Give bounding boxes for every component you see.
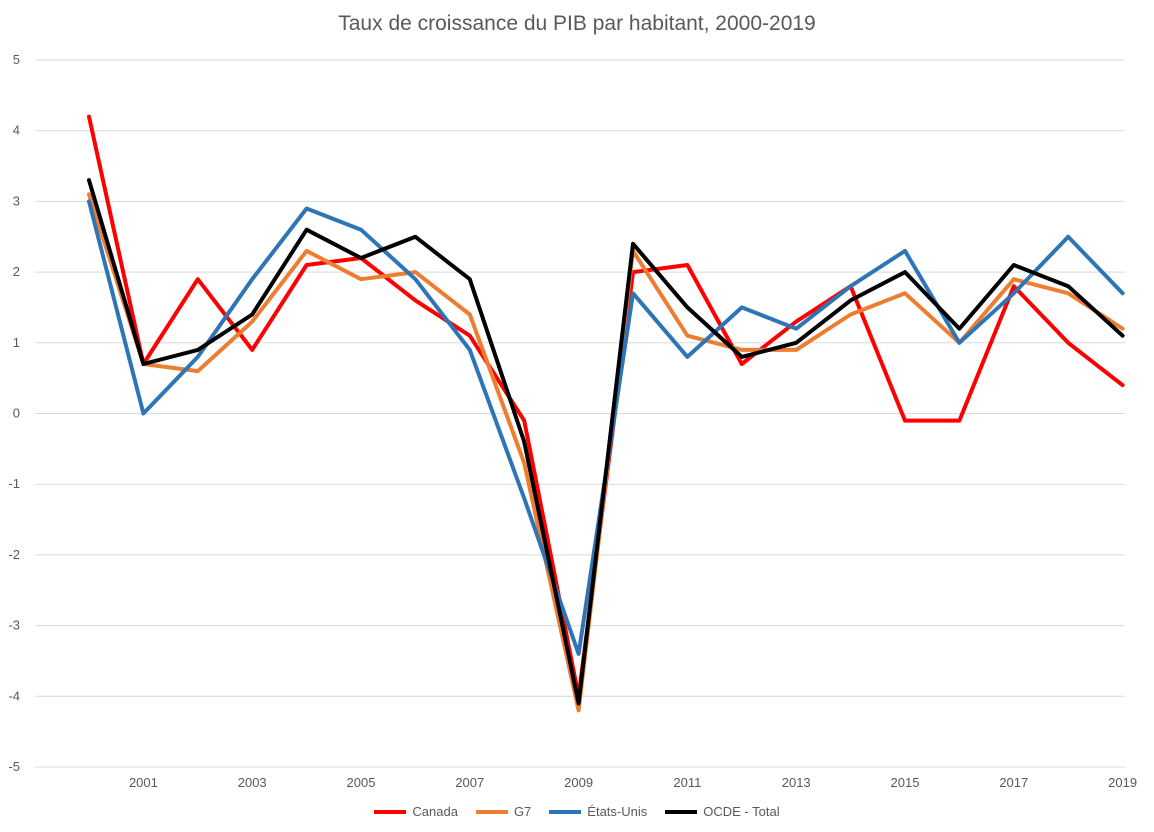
y-tick-label: 0 (13, 406, 20, 421)
y-tick-label: -2 (8, 547, 20, 562)
y-tick-label: -4 (8, 688, 20, 703)
legend-swatch (374, 809, 407, 814)
legend-item: Canada (374, 804, 458, 819)
chart-title: Taux de croissance du PIB par habitant, … (338, 12, 816, 35)
x-tick-label: 2005 (347, 775, 376, 790)
legend-label: G7 (513, 804, 532, 819)
y-tick-label: 1 (13, 335, 20, 350)
legend-label: OCDE - Total (703, 804, 780, 819)
series-line-ocde-total (87, 178, 1125, 706)
y-tick-label: 4 (13, 123, 20, 138)
legend-label: Canada (412, 804, 458, 819)
y-tick-label: -3 (8, 618, 20, 633)
x-tick-label: 2001 (129, 775, 158, 790)
legend-swatch (549, 809, 582, 814)
legend: Canada G7 États-Unis OCDE - Total (0, 804, 1154, 819)
series-line-canada (87, 114, 1125, 699)
legend-item: États-Unis (549, 804, 647, 819)
x-tick-label: 2009 (564, 775, 593, 790)
x-tick-label: 2017 (999, 775, 1028, 790)
legend-swatch (665, 809, 698, 814)
legend-label: États-Unis (587, 804, 648, 819)
y-tick-label: 3 (13, 193, 20, 208)
legend-item: OCDE - Total (665, 804, 780, 819)
y-tick-label: -5 (8, 759, 20, 774)
x-tick-label: 2013 (782, 775, 811, 790)
legend-item: G7 (475, 804, 532, 819)
x-tick-label: 2019 (1108, 775, 1137, 790)
series-line--tats-unis (87, 199, 1125, 656)
y-tick-label: 2 (13, 264, 20, 279)
y-tick-label: -1 (8, 476, 20, 491)
x-tick-label: 2007 (455, 775, 484, 790)
legend-swatch (475, 809, 508, 814)
x-tick-label: 2003 (238, 775, 267, 790)
x-tick-label: 2011 (673, 775, 701, 790)
x-tick-label: 2015 (891, 775, 920, 790)
y-tick-label: 5 (13, 52, 20, 67)
